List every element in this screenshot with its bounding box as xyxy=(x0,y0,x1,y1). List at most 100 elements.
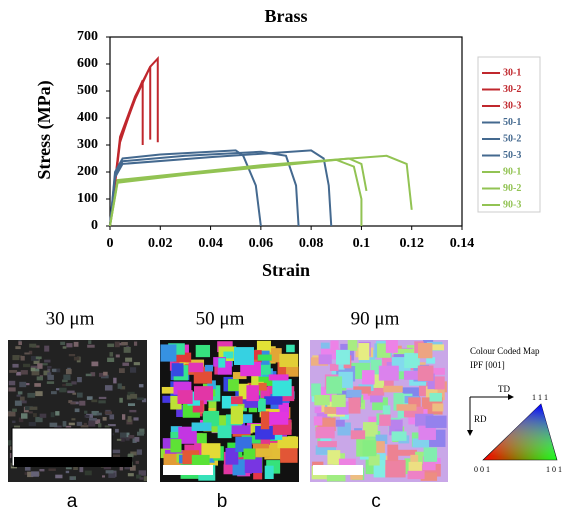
grain xyxy=(194,443,202,457)
grain xyxy=(59,387,67,393)
grain xyxy=(125,357,133,362)
key-subtitle: IPF [001] xyxy=(470,360,505,370)
grain xyxy=(15,346,21,350)
grain xyxy=(29,406,38,410)
grain xyxy=(260,386,270,399)
grain xyxy=(160,344,177,362)
grain xyxy=(16,394,21,397)
grain xyxy=(18,355,23,358)
grain xyxy=(121,414,126,420)
grain xyxy=(63,374,71,381)
grain xyxy=(8,440,15,446)
grain xyxy=(277,436,299,449)
grain xyxy=(243,448,256,460)
y-tick-label: 700 xyxy=(77,29,98,44)
y-tick-label: 0 xyxy=(91,218,98,233)
grain xyxy=(68,353,76,357)
grain xyxy=(375,434,388,444)
grain xyxy=(250,350,262,363)
corner-label: 0 0 1 xyxy=(474,465,490,474)
grain xyxy=(231,396,243,405)
grain xyxy=(368,454,380,466)
grain xyxy=(425,386,438,398)
grain xyxy=(255,425,275,440)
panel-label: 30 μm xyxy=(46,308,95,329)
grain xyxy=(91,361,99,367)
grain xyxy=(229,425,251,435)
grain xyxy=(65,382,73,386)
grain xyxy=(417,365,434,382)
grain xyxy=(98,423,102,429)
grain xyxy=(412,438,430,448)
series-line xyxy=(109,157,368,227)
grain xyxy=(385,340,398,353)
grain xyxy=(136,431,144,436)
chart-title: Brass xyxy=(264,6,307,26)
grain xyxy=(44,345,50,352)
grain xyxy=(119,465,123,471)
grain xyxy=(408,461,422,474)
grain xyxy=(105,470,114,474)
grain xyxy=(272,379,292,397)
grain xyxy=(73,465,78,471)
rd-arrowhead xyxy=(467,430,473,436)
grain xyxy=(170,431,179,439)
grain xyxy=(91,410,99,416)
grain xyxy=(28,350,33,355)
grain xyxy=(88,418,97,421)
td-label: TD xyxy=(498,384,510,394)
grain xyxy=(46,381,55,384)
corner-label: 1 0 1 xyxy=(546,465,562,474)
y-axis-label: Stress (MPa) xyxy=(34,80,55,179)
grain xyxy=(257,354,272,361)
grain xyxy=(168,343,185,355)
grain xyxy=(374,453,386,465)
x-tick-label: 0.06 xyxy=(249,236,274,251)
plot-frame xyxy=(109,36,463,227)
grain xyxy=(117,383,122,389)
grain xyxy=(62,346,67,349)
legend xyxy=(477,56,541,213)
grain xyxy=(418,381,430,397)
grain xyxy=(33,358,40,364)
grain xyxy=(358,343,370,361)
grain xyxy=(35,391,43,397)
grain xyxy=(121,341,128,346)
grain xyxy=(73,341,79,347)
grain xyxy=(357,399,366,410)
grain xyxy=(268,411,289,425)
grain xyxy=(47,366,52,369)
grain xyxy=(201,443,221,459)
grain xyxy=(286,366,299,377)
grain xyxy=(98,372,106,377)
grain xyxy=(120,437,125,442)
grain xyxy=(40,363,48,366)
grain xyxy=(102,475,106,478)
grain xyxy=(423,447,438,462)
grain xyxy=(128,435,135,439)
grain xyxy=(88,420,96,427)
grain xyxy=(119,397,123,403)
grain xyxy=(125,432,130,439)
grain xyxy=(133,362,140,366)
grain xyxy=(316,410,331,422)
grain xyxy=(55,411,60,416)
grain xyxy=(426,344,445,351)
grain xyxy=(240,361,261,377)
grain xyxy=(80,424,89,430)
grain xyxy=(177,390,193,404)
grain xyxy=(104,385,113,391)
grain xyxy=(387,444,399,462)
grain xyxy=(37,363,43,369)
grain xyxy=(378,365,399,381)
grain xyxy=(415,451,427,465)
grain xyxy=(92,419,101,425)
grain xyxy=(43,370,50,376)
legend-label: 90-2 xyxy=(503,183,521,194)
grain xyxy=(335,419,345,427)
grain xyxy=(138,470,147,476)
grain xyxy=(429,392,442,402)
grain xyxy=(79,467,84,473)
legend-label: 50-2 xyxy=(503,133,521,144)
grain xyxy=(315,426,335,439)
